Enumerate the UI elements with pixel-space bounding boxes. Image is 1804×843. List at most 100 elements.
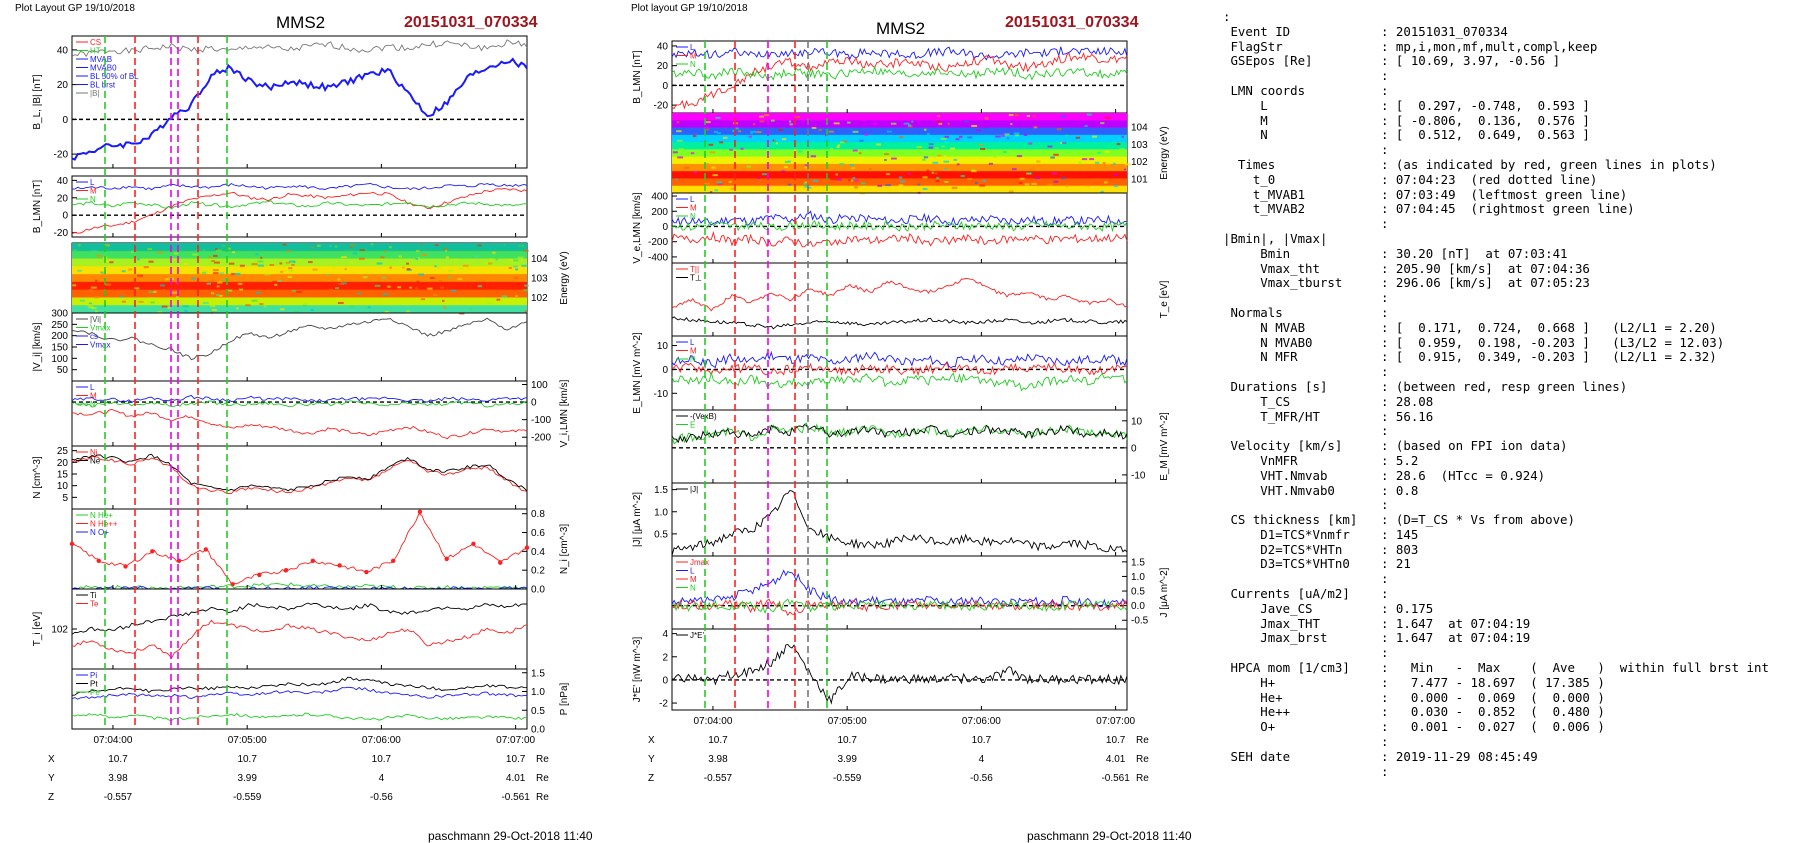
info-key: N MFR — [1223, 349, 1298, 365]
right-panel-5-legend-item: M — [690, 347, 697, 356]
left-panel-6-legend — [76, 451, 88, 461]
info-key: T_CS — [1223, 393, 1291, 409]
left-pos-value: 10.7 — [506, 754, 526, 765]
info-row: He++: 0.030 - 0.852 ( 0.480 ) — [1223, 705, 1801, 720]
info-key: He+ — [1223, 689, 1283, 705]
left-panel-4-legend-item: |Vi| — [90, 315, 101, 324]
info-key — [1223, 498, 1381, 513]
info-value: : 0.030 - 0.852 ( 0.480 ) — [1381, 704, 1605, 720]
right-panel-8-ytick: 1.5 — [1131, 557, 1145, 568]
info-key: VHT.Nmvab0 — [1223, 482, 1335, 498]
left-panel-4-ylabel: |V_i| [km/s] — [32, 322, 43, 371]
right-panel-1-legend-item: N — [690, 60, 696, 69]
left-panel-4-frame — [71, 312, 528, 382]
info-key: H+ — [1223, 674, 1276, 690]
right-panel-8-series-n — [671, 598, 1128, 615]
left-panel-1 — [71, 35, 528, 169]
left-panel-1-legend-item: HT — [90, 47, 101, 56]
left-pos-value: 10.7 — [237, 754, 257, 765]
left-panel-4-series--vi- — [71, 317, 528, 361]
left-pos-value: 3.98 — [108, 773, 128, 784]
right-panel-8-legend-item: L — [690, 567, 695, 576]
right-panel-2-ytick: 102 — [1131, 157, 1148, 168]
info-key — [1223, 646, 1381, 661]
info-value: : — [1381, 82, 1389, 98]
left-panel-5-ytick: 0 — [531, 398, 537, 409]
info-key: T_MFR/HT — [1223, 408, 1320, 424]
info-value: : — [1381, 304, 1389, 320]
left-panel-4-ytick: 250 — [51, 320, 68, 331]
info-value: : 1.647 at 07:04:19 — [1381, 615, 1531, 631]
right-panel-3-ytick: 200 — [651, 207, 668, 218]
info-key: Durations [s] — [1223, 378, 1328, 394]
right-panel-2-ytick: 103 — [1131, 140, 1148, 151]
info-value: : — [1381, 290, 1389, 306]
right-pos-value: 4.01 — [1106, 754, 1126, 765]
right-panel-1-legend-item: M — [690, 52, 697, 61]
info-value: : 0.8 — [1381, 482, 1419, 498]
left-panel-7 — [69, 508, 530, 590]
left-panel-4-legend — [76, 318, 88, 345]
left-panel-2-series-n — [71, 200, 528, 210]
info-row: : — [1223, 290, 1801, 306]
left-panel-6-legend-item: Ni — [90, 448, 98, 457]
left-panel-7-marker — [444, 556, 449, 562]
left-pos-value: 10.7 — [372, 754, 392, 765]
info-value: : 296.06 [km/s] at 07:05:23 — [1381, 275, 1590, 291]
info-key: Bmin — [1223, 245, 1291, 261]
info-row: Velocity [km/s]: (based on FPI ion data) — [1223, 438, 1801, 454]
footer-right: paschmann 29-Oct-2018 11:40 — [1027, 829, 1192, 843]
left-panel-7-series-n-he- — [71, 513, 527, 585]
right-pos-unit: Re — [1136, 735, 1149, 746]
left-panel-3-ytick: 104 — [531, 254, 548, 265]
right-panel-3-ytick: -200 — [648, 237, 668, 248]
info-row: SEH date: 2019-11-29 08:45:49 — [1223, 749, 1801, 765]
left-panel-6-ytick: 20 — [57, 458, 69, 469]
info-value: : 1.647 at 07:04:19 — [1381, 630, 1531, 646]
right-panel-5-ytick: 10 — [657, 341, 669, 352]
right-panel-8-series-l — [671, 569, 1128, 608]
right-panel-2-ylabel: Energy (eV) — [1159, 126, 1170, 179]
right-panel-6-frame — [671, 409, 1128, 484]
right-panel-6-series-e — [671, 422, 1128, 445]
info-row: : — [1223, 645, 1801, 661]
left-panel-2-legend-item: L — [90, 178, 95, 187]
right-panel-8-legend-item: M — [690, 575, 697, 584]
left-panel-4 — [71, 312, 528, 382]
right-panel-5-legend — [676, 341, 688, 360]
left-panel-1-legend-item: MVAB — [90, 55, 112, 64]
left-panel-7-marker — [203, 547, 209, 552]
right-panel-6-series--vexb- — [671, 424, 1128, 444]
info-row: : — [1223, 68, 1801, 84]
left-panel-5-ytick: -200 — [531, 433, 551, 444]
info-key — [1223, 217, 1381, 232]
info-row: VHT.Nmvab0 : 0.8 — [1223, 482, 1801, 499]
left-panel-2 — [71, 175, 528, 238]
left-panel-7-marker — [257, 572, 262, 578]
right-panel-8-ylabel: J [μA m^-2] — [1159, 567, 1170, 617]
left-panel-4-legend-item: Vmax — [90, 324, 110, 333]
info-value: : 07:04:45 (rightmost green line) — [1381, 201, 1635, 217]
right-pos-row-label: Y — [648, 754, 655, 765]
left-panel-2-ytick: -20 — [54, 228, 69, 239]
left-panel-9-legend — [76, 674, 88, 693]
right-panel-9-ytick: 0 — [662, 675, 668, 686]
right-panel-4-legend — [676, 268, 688, 278]
info-key: GSEpos [Re] — [1223, 53, 1313, 69]
info-row: Event ID: 20151031_070334 — [1223, 24, 1801, 40]
info-key: Vmax_tht — [1223, 260, 1320, 276]
info-value: : — [1381, 763, 1389, 779]
info-row: : — [1223, 734, 1801, 750]
left-panel-9-legend-item: Pt — [90, 680, 98, 689]
left-panel-7-legend-item: N He+ — [90, 511, 113, 520]
info-row: : — [1223, 10, 1801, 25]
left-panel-8 — [71, 588, 528, 670]
left-panel-1-series--b- — [71, 39, 528, 58]
right-time-tick-label: 07:04:00 — [693, 716, 732, 727]
right-time-tick-label: 07:07:00 — [1096, 716, 1135, 727]
left-pos-value: 4 — [379, 773, 385, 784]
left-panel-8-legend-item: Te — [90, 600, 99, 609]
left-panel-8-ylabel: T_i [eV] — [32, 612, 43, 647]
left-panel-1-series-bl-brst — [71, 57, 528, 161]
left-panel-2-legend-item: M — [90, 187, 97, 196]
